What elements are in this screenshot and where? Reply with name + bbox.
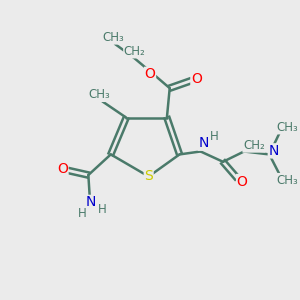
Text: N: N bbox=[198, 136, 208, 150]
Text: CH₃: CH₃ bbox=[276, 173, 298, 187]
Text: O: O bbox=[145, 67, 155, 81]
Text: N: N bbox=[268, 144, 279, 158]
Text: H: H bbox=[210, 130, 218, 143]
Text: H: H bbox=[98, 203, 107, 216]
Text: O: O bbox=[57, 162, 68, 176]
Text: CH₃: CH₃ bbox=[276, 121, 298, 134]
Text: CH₂: CH₂ bbox=[124, 45, 146, 58]
Text: CH₂: CH₂ bbox=[243, 139, 265, 152]
Text: H: H bbox=[78, 207, 87, 220]
Text: CH₃: CH₃ bbox=[103, 31, 124, 44]
Text: S: S bbox=[144, 169, 153, 184]
Text: N: N bbox=[86, 195, 96, 209]
Text: O: O bbox=[191, 72, 202, 86]
Text: O: O bbox=[237, 175, 248, 188]
Text: CH₃: CH₃ bbox=[89, 88, 110, 101]
